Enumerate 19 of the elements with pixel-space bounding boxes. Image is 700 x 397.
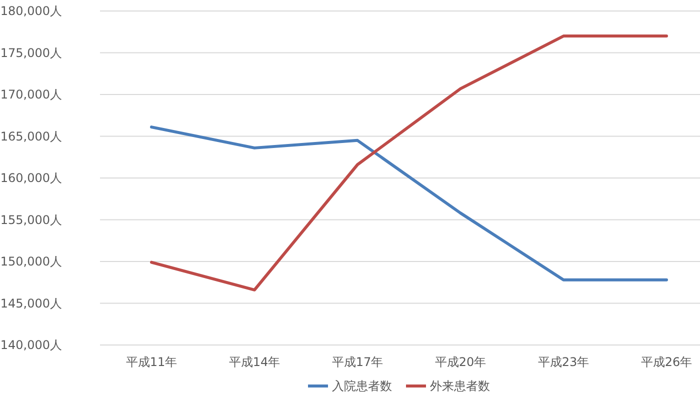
y-tick-label: 175,000人: [0, 46, 62, 60]
line-series: [150, 126, 668, 282]
legend-label: 外来患者数: [430, 379, 490, 393]
x-tick-label: 平成26年: [640, 355, 692, 369]
x-tick-label: 平成11年: [126, 355, 178, 369]
y-tick-label: 150,000人: [0, 254, 62, 268]
x-tick-label: 平成14年: [228, 355, 280, 369]
x-tick-label: 平成20年: [434, 355, 486, 369]
y-tick-label: 170,000人: [0, 88, 62, 102]
x-tick-label: 平成17年: [332, 355, 384, 369]
line-series: [150, 34, 668, 292]
x-tick-label: 平成23年: [538, 355, 590, 369]
y-tick-label: 180,000人: [0, 4, 62, 18]
legend-label: 入院患者数: [332, 379, 392, 393]
y-tick-label: 165,000人: [0, 129, 62, 144]
y-tick-label: 160,000人: [0, 171, 62, 185]
y-tick-label: 140,000人: [0, 338, 62, 352]
y-tick-label: 145,000人: [0, 296, 62, 310]
y-tick-label: 155,000人: [0, 212, 62, 227]
